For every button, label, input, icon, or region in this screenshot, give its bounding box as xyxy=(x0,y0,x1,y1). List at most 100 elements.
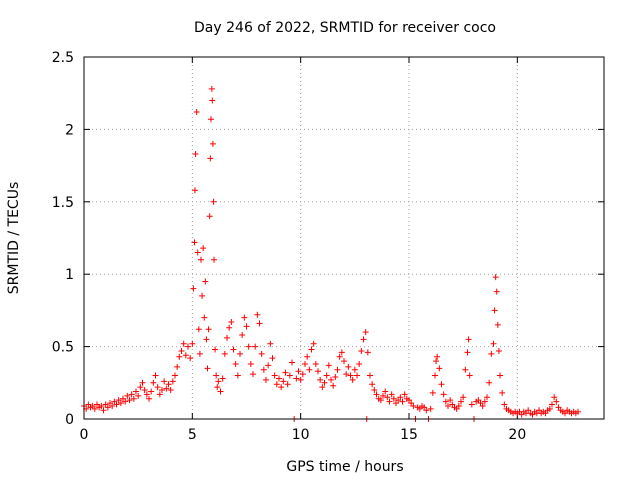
data-point xyxy=(226,324,233,331)
data-point xyxy=(423,407,430,414)
x-axis-label: GPS time / hours xyxy=(286,459,403,475)
data-point xyxy=(207,155,214,162)
data-point xyxy=(196,350,203,357)
data-point xyxy=(369,381,376,388)
data-point xyxy=(193,109,200,116)
data-point xyxy=(139,379,146,386)
data-point xyxy=(205,326,212,333)
data-point xyxy=(465,336,472,343)
data-point xyxy=(356,360,363,367)
data-point xyxy=(321,379,328,386)
data-point xyxy=(399,398,406,405)
data-point xyxy=(447,397,454,404)
data-point xyxy=(237,350,243,357)
data-point xyxy=(243,323,250,330)
y-tick-label: 2.5 xyxy=(52,50,74,66)
data-point xyxy=(276,375,282,382)
data-point xyxy=(364,349,371,356)
data-point xyxy=(239,332,246,339)
data-point xyxy=(256,320,263,327)
data-point xyxy=(207,116,214,123)
data-point xyxy=(338,349,345,356)
data-point xyxy=(397,394,404,401)
data-point xyxy=(386,398,393,405)
axis-ticks: 0 5 10 15 20 0 0.5 1 1.5 2 2.5 xyxy=(52,50,604,443)
data-point xyxy=(211,256,217,263)
data-point xyxy=(546,405,553,412)
data-point xyxy=(174,363,181,370)
data-point xyxy=(213,372,220,379)
data-point xyxy=(198,256,204,263)
data-point xyxy=(228,318,235,325)
data-point xyxy=(341,358,347,365)
data-point xyxy=(241,314,248,321)
data-point xyxy=(161,378,168,385)
data-point xyxy=(100,407,107,414)
data-point xyxy=(163,385,170,392)
data-point xyxy=(133,388,139,395)
data-point xyxy=(187,355,194,362)
x-tick-label: 20 xyxy=(508,427,526,443)
data-point xyxy=(232,360,239,367)
data-point xyxy=(122,398,129,405)
data-point xyxy=(312,360,319,367)
y-tick-label: 0.5 xyxy=(52,340,74,356)
data-point xyxy=(382,388,389,395)
data-point xyxy=(289,359,295,366)
data-point xyxy=(410,402,417,409)
data-point xyxy=(549,401,555,408)
data-point xyxy=(273,381,280,388)
data-point xyxy=(354,372,360,379)
data-point xyxy=(245,343,252,350)
data-point xyxy=(113,401,120,408)
data-point xyxy=(109,402,116,409)
data-point xyxy=(209,97,216,104)
data-point xyxy=(427,405,434,412)
data-point xyxy=(150,379,157,386)
data-point xyxy=(146,395,152,402)
data-point xyxy=(195,326,202,333)
data-point xyxy=(234,372,241,379)
data-point xyxy=(494,321,501,328)
data-point xyxy=(466,372,473,379)
data-point xyxy=(167,387,174,394)
data-point xyxy=(284,381,291,388)
data-point xyxy=(152,372,159,379)
data-point xyxy=(104,404,111,411)
data-point xyxy=(304,353,311,360)
chart-title: Day 246 of 2022, SRMTID for receiver coc… xyxy=(194,20,496,36)
data-point xyxy=(380,392,386,399)
data-point xyxy=(377,397,384,404)
data-point xyxy=(362,329,369,336)
data-point xyxy=(330,382,337,389)
data-point xyxy=(180,340,187,347)
data-point xyxy=(315,368,321,375)
data-point xyxy=(260,366,267,373)
y-tick-label: 2 xyxy=(65,122,74,138)
data-point xyxy=(203,336,210,343)
data-point xyxy=(221,350,228,357)
data-point xyxy=(201,314,208,321)
data-point xyxy=(265,362,272,369)
data-point xyxy=(192,151,199,158)
data-point xyxy=(334,366,341,373)
data-point xyxy=(176,353,183,360)
x-tick-label: 5 xyxy=(188,427,197,443)
data-point xyxy=(202,278,209,285)
data-point xyxy=(267,340,274,347)
data-point xyxy=(343,371,350,378)
data-point xyxy=(553,398,560,405)
data-point xyxy=(247,360,254,367)
data-point xyxy=(488,350,495,357)
data-point xyxy=(263,376,269,383)
data-point xyxy=(250,371,256,378)
gridlines xyxy=(84,57,604,419)
data-point xyxy=(490,340,497,347)
data-point xyxy=(432,372,438,379)
data-point xyxy=(388,391,395,398)
data-point xyxy=(497,372,503,379)
data-point xyxy=(128,391,135,398)
data-point xyxy=(98,402,105,409)
data-point xyxy=(468,401,475,408)
data-point xyxy=(299,371,306,378)
